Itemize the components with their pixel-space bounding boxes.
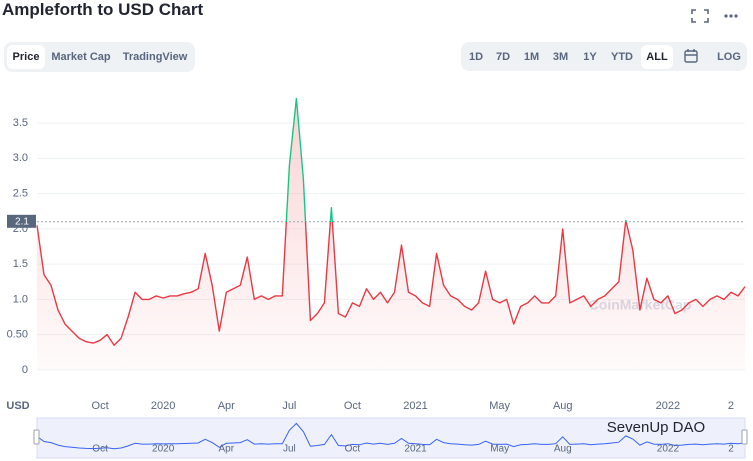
y-tick-label: 0.50 (7, 329, 28, 341)
x-tick-label: 2 (728, 400, 734, 412)
range-button[interactable]: YTD (611, 51, 633, 63)
tab-group: Price Market Cap TradingView (4, 42, 195, 72)
tab[interactable]: TradingView (122, 51, 188, 63)
x-tick-label: Jul (282, 400, 296, 412)
x-tick-label: Oct (344, 400, 361, 412)
range-button[interactable]: 1D (468, 51, 484, 63)
navigator-handle (741, 429, 748, 445)
dot (724, 14, 728, 18)
navigator-tick-label: 2022 (657, 444, 680, 455)
icon-path (685, 49, 697, 56)
y-tick-label: 2.5 (13, 188, 28, 200)
navigator-tick-label: Jul (283, 444, 296, 455)
y-tick-label: 3.5 (13, 117, 28, 129)
icon-path (691, 9, 709, 23)
navigator-tick-label: 2 (728, 444, 734, 455)
range-button[interactable]: 1Y (583, 51, 597, 63)
tab[interactable]: Price (7, 45, 45, 69)
x-tick-label: 2020 (151, 400, 175, 412)
dot (734, 14, 738, 18)
x-tick-label: 2021 (403, 400, 427, 412)
navigator-tick-label: Oct (92, 444, 108, 455)
y-axis-label: USD (6, 400, 29, 412)
chart-title: Ampleforth to USD Chart (2, 0, 204, 19)
range-button[interactable]: 3M (552, 51, 569, 63)
current-price-label: 2.1 (15, 216, 29, 227)
navigator-tick-label: Aug (554, 444, 572, 455)
y-tick-label: 0 (22, 364, 28, 376)
calendar-icon[interactable] (684, 49, 698, 63)
range-button[interactable]: LOG (717, 51, 741, 63)
more-icon[interactable] (724, 14, 738, 18)
navigator-line (36, 422, 746, 450)
navigator[interactable] (36, 417, 746, 459)
x-tick-label: Apr (218, 400, 235, 412)
fullscreen-icon[interactable] (691, 9, 709, 23)
dot (729, 14, 733, 18)
icon-path (684, 50, 698, 63)
range-group: 1D 7D 1M 3M 1Y YTD ALL LOG (461, 42, 747, 71)
x-tick-label: Oct (92, 400, 109, 412)
navigator-tick-label: Oct (345, 444, 361, 455)
x-tick-label: May (489, 400, 510, 412)
navigator-handle (33, 429, 40, 445)
navigator-tick-label: Apr (218, 444, 234, 455)
navigator-tick-label: 2020 (152, 444, 175, 455)
range-button[interactable]: 1M (523, 51, 540, 63)
current-price-box (7, 214, 36, 228)
x-tick-label: Aug (553, 400, 573, 412)
range-button[interactable]: 7D (495, 51, 511, 63)
navigator-tick-label: May (490, 444, 509, 455)
tab[interactable]: Market Cap (51, 51, 111, 63)
x-tick-label: 2022 (656, 400, 680, 412)
price-line (36, 97, 746, 346)
overlay-watermark: SevenUp DAO (607, 419, 705, 436)
navigator-tick-label: 2021 (404, 444, 427, 455)
y-tick-label: 1.5 (13, 258, 28, 270)
y-tick-label: 1.0 (13, 293, 28, 305)
y-tick-label: 3.0 (13, 152, 28, 164)
range-button[interactable]: ALL (641, 45, 673, 69)
area-fill (37, 98, 745, 370)
